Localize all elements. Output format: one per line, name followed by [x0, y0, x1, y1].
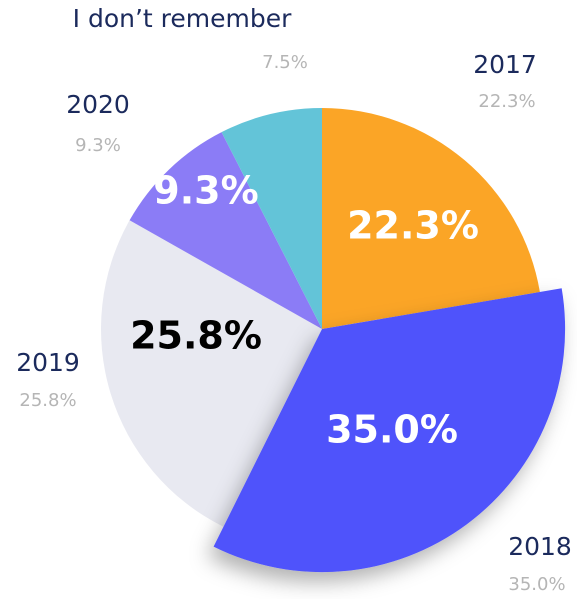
data-label: 25.8% [130, 314, 262, 358]
pie [100, 108, 566, 573]
data-label: 35.0% [326, 408, 458, 452]
data-label: 9.3% [153, 169, 258, 213]
slice [221, 108, 322, 329]
percent-label: 9.3% [75, 135, 121, 156]
legend-label: I don’t remember [73, 4, 292, 33]
percent-label: 22.3% [478, 91, 535, 112]
slice [129, 132, 322, 329]
legend-label: 2017 [473, 50, 537, 79]
slice [100, 220, 323, 527]
data-label: 22.3% [347, 204, 479, 248]
labels: 2017 22.3% 22.3% 2018 35.0% 35.0% 2019 25.8% 25.… [16, 4, 572, 595]
percent-label: 7.5% [262, 52, 308, 73]
legend-label: 2020 [66, 90, 130, 119]
slice [322, 108, 540, 329]
percent-label: 25.8% [19, 390, 76, 411]
legend-label: 2018 [508, 532, 572, 561]
slice [213, 288, 566, 573]
percent-label: 35.0% [508, 574, 565, 595]
legend-label: 2019 [16, 348, 80, 377]
